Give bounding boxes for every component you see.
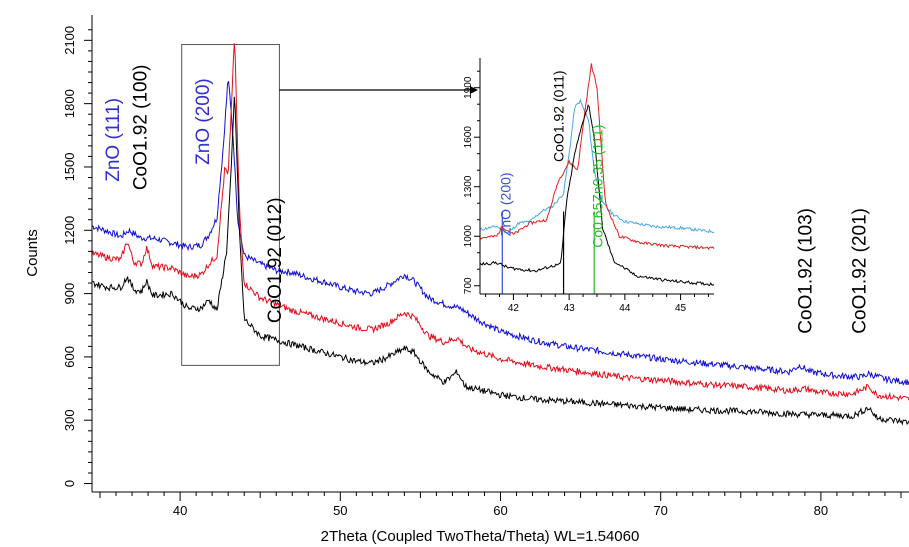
- inset-y-tick-label: 1300: [463, 175, 474, 198]
- y-ticks: 0 300 600 900 1200 1500 1800 2100: [62, 26, 92, 487]
- series-line-3: [91, 96, 909, 426]
- peak-annotations: ZnO (111) CoO1.92 (100) ZnO (200) CoO1.92 (…: [103, 64, 871, 333]
- inset-series-line-3: [479, 104, 715, 287]
- y-tick-label: 600: [62, 346, 77, 368]
- inset-y-tick-label: 1600: [463, 126, 474, 149]
- zoom-box: [181, 44, 280, 366]
- inset-x-tick-label: 45: [675, 303, 687, 314]
- peak-label: CoO1.92 (103): [795, 208, 816, 334]
- y-tick-label: 0: [62, 480, 77, 487]
- y-tick-label: 1500: [62, 153, 77, 182]
- y-tick-label: 1800: [62, 89, 77, 118]
- inset-peak-label: CoO1.92 (011): [551, 70, 567, 162]
- y-axis-title: Counts: [24, 229, 41, 277]
- inset-y-tick-label: 1000: [463, 225, 474, 248]
- inset-peak-label: Co0.65Zn0.35 (111): [590, 125, 606, 248]
- x-ticks: 40 50 60 70 80: [99, 492, 902, 518]
- inset-zoom-chart: 42 43 44 45 700 1000 1300 1600 1900 ZnO (200) CoO1…: [463, 58, 715, 314]
- peak-label: CoO1.92 (100): [130, 64, 151, 190]
- inset-series-line-2: [479, 63, 715, 251]
- zoom-arrow-head: [470, 86, 478, 94]
- x-tick-label: 40: [173, 503, 187, 518]
- x-tick-label: 70: [653, 503, 667, 518]
- y-tick-label: 2100: [62, 26, 77, 55]
- peak-label: CoO1.92 (012): [265, 197, 286, 323]
- peak-label: ZnO (200): [193, 78, 214, 165]
- series-line-1: [91, 81, 909, 386]
- inset-series-line-1: [479, 98, 715, 234]
- inset-x-tick-label: 44: [619, 303, 631, 314]
- inset-x-tick-label: 42: [508, 303, 520, 314]
- x-tick-label: 80: [814, 503, 828, 518]
- x-axis-title: 2Theta (Coupled TwoTheta/Theta) WL=1.540…: [321, 528, 640, 545]
- x-tick-label: 60: [493, 503, 507, 518]
- y-tick-label: 300: [62, 409, 77, 431]
- y-tick-label: 1200: [62, 216, 77, 245]
- series-layer: [91, 43, 909, 426]
- inset-y-tick-label: 700: [463, 277, 474, 294]
- inset-peak-label: ZnO (200): [498, 172, 514, 236]
- peak-label: CoO1.92 (201): [850, 208, 871, 334]
- peak-label: ZnO (111): [103, 98, 124, 182]
- series-line-2: [91, 43, 909, 402]
- x-tick-label: 50: [333, 503, 347, 518]
- inset-y-tick-label: 1900: [463, 76, 474, 99]
- zoom-box-layer: [181, 44, 478, 366]
- inset-background: [480, 58, 714, 294]
- y-tick-label: 900: [62, 283, 77, 305]
- inset-x-tick-label: 43: [564, 303, 576, 314]
